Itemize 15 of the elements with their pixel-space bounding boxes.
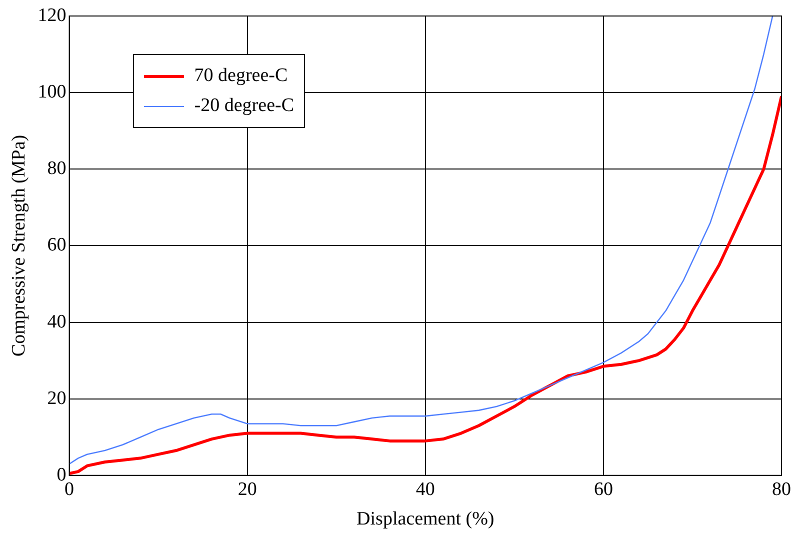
x-axis-title: Displacement (%): [356, 508, 494, 530]
y-axis-title: Compressive Strength (MPa): [8, 134, 30, 357]
y-tick-label: 0: [56, 464, 66, 486]
y-tick-label: 80: [47, 158, 66, 180]
x-tick-label: 60: [594, 478, 613, 500]
y-tick-label: 60: [47, 234, 66, 256]
x-tick-label: 20: [238, 478, 257, 500]
y-tick-label: 100: [38, 82, 66, 103]
legend-label: -20 degree-C: [194, 95, 294, 117]
legend-label: 70 degree-C: [194, 65, 288, 87]
x-tick-label: 80: [772, 478, 791, 500]
y-tick-label: 40: [47, 311, 66, 332]
y-tick-label: 120: [38, 4, 66, 26]
y-tick-label: 20: [47, 388, 66, 409]
x-tick-label: 40: [416, 478, 435, 500]
